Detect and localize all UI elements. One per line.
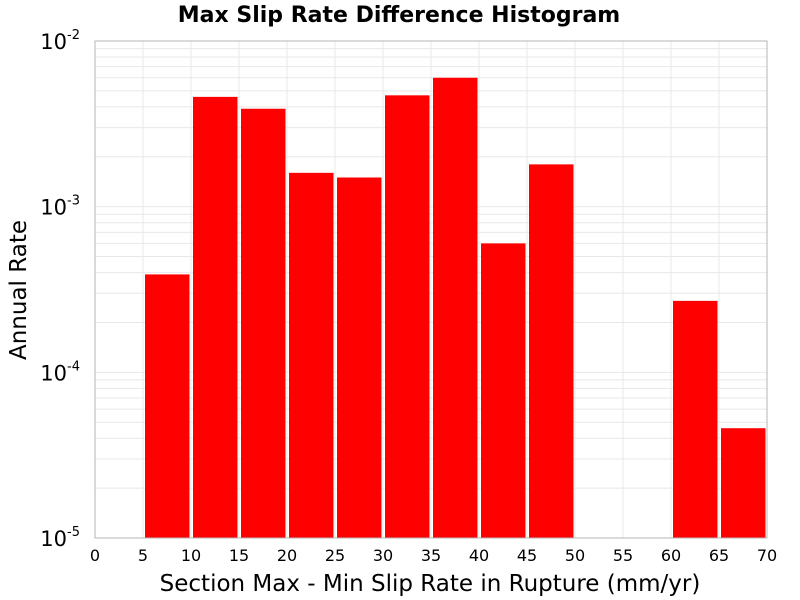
- x-tick-label: 10: [181, 546, 201, 565]
- histogram-bar: [145, 274, 190, 538]
- y-tick-label: 10: [40, 196, 67, 220]
- bars: [145, 77, 766, 539]
- y-tick-label: 10: [40, 30, 67, 54]
- y-tick-exponent: -4: [67, 359, 80, 374]
- x-tick-labels: 0 5 10 15 20 25 30 35 40 45 50 55 60 65 70: [90, 546, 777, 565]
- histogram-bar: [529, 164, 574, 538]
- y-tick-labels: 10-510-410-310-2: [40, 28, 80, 551]
- x-tick-label: 30: [373, 546, 393, 565]
- histogram-bar: [433, 77, 478, 539]
- y-tick-exponent: -5: [67, 525, 80, 540]
- x-tick-label: 20: [277, 546, 297, 565]
- x-tick-label: 60: [661, 546, 681, 565]
- histogram-bar: [241, 108, 286, 539]
- x-tick-label: 5: [138, 546, 148, 565]
- grid-lines: [94, 41, 768, 539]
- x-tick-label: 55: [613, 546, 633, 565]
- x-tick-label: 15: [229, 546, 249, 565]
- x-tick-label: 45: [517, 546, 537, 565]
- chart-title: Max Slip Rate Difference Histogram: [178, 3, 620, 28]
- x-axis-label: Section Max - Min Slip Rate in Rupture (…: [160, 571, 701, 597]
- histogram-bar: [193, 96, 238, 539]
- y-tick-exponent: -3: [67, 194, 80, 209]
- x-tick-label: 0: [90, 546, 100, 565]
- x-tick-label: 50: [565, 546, 585, 565]
- y-tick-exponent: -2: [67, 28, 80, 43]
- x-tick-label: 40: [469, 546, 489, 565]
- histogram-bar: [481, 243, 526, 538]
- x-tick-label: 25: [325, 546, 345, 565]
- histogram-bar: [721, 428, 766, 538]
- y-axis-label: Annual Rate: [6, 220, 32, 360]
- histogram-bar: [289, 172, 334, 539]
- histogram-bar: [385, 95, 430, 539]
- y-tick-label: 10: [40, 361, 67, 385]
- x-tick-label: 35: [421, 546, 441, 565]
- histogram-bar: [337, 177, 382, 539]
- y-tick-label: 10: [40, 527, 67, 551]
- histogram-bar: [673, 300, 718, 538]
- x-tick-label: 65: [709, 546, 729, 565]
- plot-frame: [94, 40, 768, 539]
- x-tick-label: 70: [757, 546, 777, 565]
